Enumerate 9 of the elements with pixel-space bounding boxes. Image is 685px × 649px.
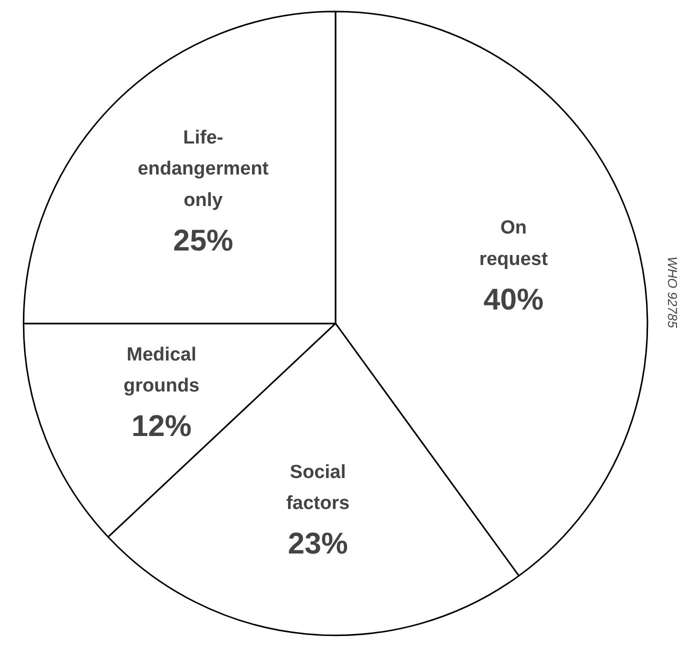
data-label: 23% bbox=[288, 528, 348, 561]
slice-label: Medical grounds bbox=[124, 344, 200, 397]
slice-label: Social factors bbox=[286, 462, 350, 514]
data-label: 12% bbox=[131, 410, 192, 444]
data-label: 40% bbox=[483, 283, 544, 316]
text: WHO 92785 bbox=[664, 256, 680, 329]
data-label: 25% bbox=[173, 224, 234, 258]
slice-label: On request bbox=[479, 218, 548, 270]
slice-label: Life-endangerment only bbox=[138, 128, 270, 211]
